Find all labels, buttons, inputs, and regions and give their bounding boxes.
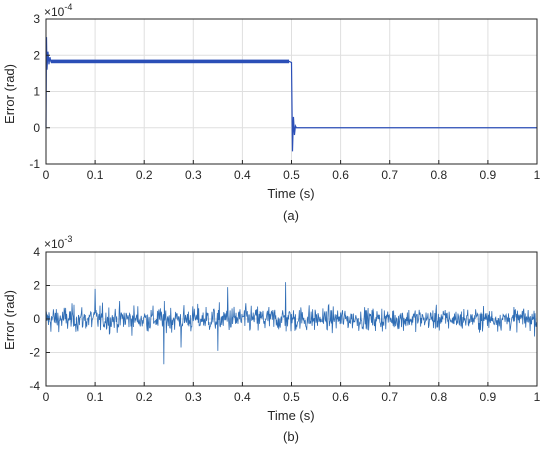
y-tick-label: 3 [33, 12, 40, 26]
x-tick-label: 0.1 [87, 390, 104, 404]
y-tick-label: -1 [29, 157, 40, 171]
panel-a-exponent: ×10-4 [44, 2, 72, 19]
panel-a-y-ticks: -1 0 1 2 3 [29, 12, 50, 171]
x-tick-label: 0.7 [381, 390, 398, 404]
x-tick-label: 0.6 [332, 168, 349, 182]
panel-b-x-axis-label: Time (s) [267, 408, 314, 423]
x-tick-label: 0.4 [234, 390, 251, 404]
x-tick-label: 0.1 [87, 168, 104, 182]
panel-b-y-ticks: -4 -2 0 2 4 [29, 245, 50, 393]
x-tick-label: 0 [43, 390, 50, 404]
x-tick-label: 0.5 [283, 168, 300, 182]
y-tick-label: 4 [33, 245, 40, 259]
panel-a-y-axis-label: Error (rad) [2, 64, 17, 124]
y-tick-label: 2 [33, 279, 40, 293]
x-tick-label: 0.3 [185, 390, 202, 404]
panel-a-caption: (a) [283, 208, 299, 223]
x-tick-label: 1 [534, 390, 541, 404]
x-tick-label: 0.4 [234, 168, 251, 182]
x-tick-label: 0.2 [136, 390, 153, 404]
panel-b-exponent: ×10-3 [44, 234, 72, 251]
y-tick-label: 0 [33, 312, 40, 326]
panel-a-plot-area [45, 37, 537, 152]
x-tick-label: 0.8 [430, 390, 447, 404]
x-tick-label: 0.9 [480, 168, 497, 182]
series-a-line [45, 37, 537, 152]
series-b-line [45, 282, 538, 365]
y-tick-label: 2 [33, 48, 40, 62]
x-tick-label: 0.6 [332, 390, 349, 404]
x-tick-label: 0 [43, 168, 50, 182]
x-tick-label: 0.3 [185, 168, 202, 182]
x-tick-label: 0.9 [480, 390, 497, 404]
y-tick-label: -2 [29, 346, 40, 360]
y-tick-label: 1 [33, 85, 40, 99]
x-tick-label: 0.5 [283, 390, 300, 404]
panel-b-plot-area [45, 282, 538, 365]
x-tick-label: 0.8 [430, 168, 447, 182]
x-tick-label: 1 [534, 168, 541, 182]
panel-b-x-ticks: 0 0.1 0.2 0.3 0.4 0.5 0.6 0.7 0.8 0.9 1 [43, 382, 541, 404]
y-tick-label: 0 [33, 121, 40, 135]
y-tick-label: -4 [29, 379, 40, 393]
x-tick-label: 0.2 [136, 168, 153, 182]
panel-b-y-axis-label: Error (rad) [2, 290, 17, 350]
x-tick-label: 0.7 [381, 168, 398, 182]
panel-b-caption: (b) [283, 429, 299, 444]
panel-a-x-ticks: 0 0.1 0.2 0.3 0.4 0.5 0.6 0.7 0.8 0.9 1 [43, 160, 541, 182]
panel-b: 0 0.1 0.2 0.3 0.4 0.5 0.6 0.7 0.8 0.9 1 -4 -2 0 2 4 ×1… [2, 234, 541, 444]
panel-a-x-axis-label: Time (s) [267, 186, 314, 201]
